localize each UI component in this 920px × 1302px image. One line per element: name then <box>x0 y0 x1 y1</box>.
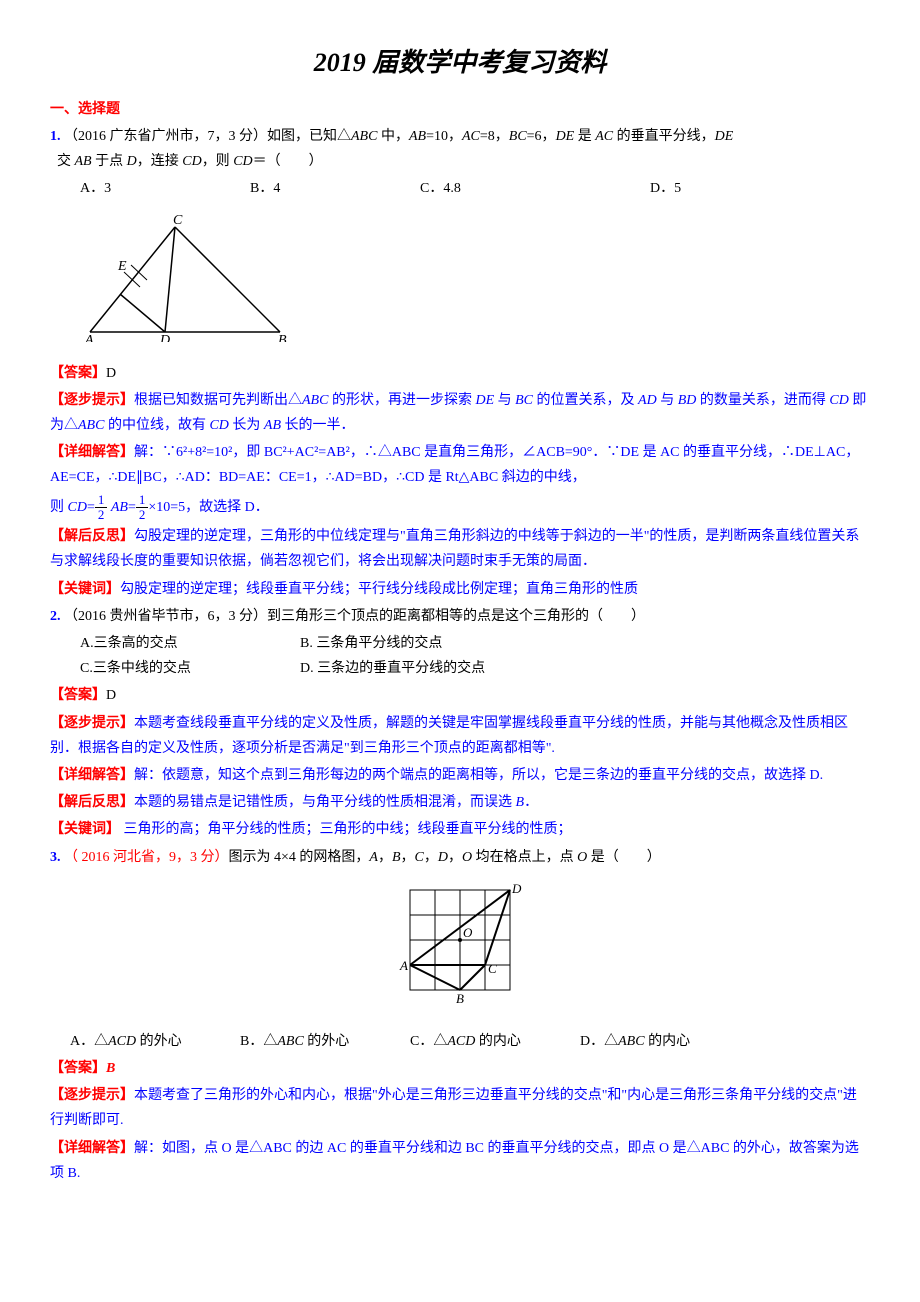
q1-number: 1. <box>50 129 61 144</box>
q2-option-d: D. 三条边的垂直平分线的交点 <box>300 656 485 681</box>
q1-answer: 【答案】D <box>50 361 870 386</box>
q2-option-c: C.三条中线的交点 <box>80 656 300 681</box>
q2-detail: 【详细解答】解：依题意，知这个点到三角形每边的两个端点的距离相等，所以，它是三条… <box>50 763 870 788</box>
svg-text:D: D <box>159 333 170 342</box>
svg-text:C: C <box>488 961 497 976</box>
q3-answer: 【答案】B <box>50 1056 870 1081</box>
q1-options: A．3 B．4 C．4.8 D．5 <box>80 176 870 201</box>
q3-option-c: C．△ACD 的内心 <box>410 1029 580 1054</box>
q2-option-a: A.三条高的交点 <box>80 631 300 656</box>
document-title: 2019 届数学中考复习资料 <box>50 40 870 87</box>
q3-option-b: B．△ABC 的外心 <box>240 1029 410 1054</box>
q2-option-b: B. 三条角平分线的交点 <box>300 631 442 656</box>
q2-stem: 2. （2016 贵州省毕节市，6，3 分）到三角形三个顶点的距离都相等的点是这… <box>50 604 870 629</box>
q2-answer: 【答案】D <box>50 683 870 708</box>
q3-option-d: D．△ABC 的内心 <box>580 1029 690 1054</box>
svg-text:O: O <box>463 925 473 940</box>
svg-text:A: A <box>399 958 408 973</box>
q1-detail: 【详细解答】解：∵6²+8²=10²，即 BC²+AC²=AB²，∴△ABC 是… <box>50 440 870 490</box>
q3-option-a: A．△ACD 的外心 <box>70 1029 240 1054</box>
svg-text:E: E <box>117 259 127 274</box>
q2-options-row2: C.三条中线的交点 D. 三条边的垂直平分线的交点 <box>80 656 870 681</box>
q1-option-c: C．4.8 <box>420 176 560 201</box>
svg-text:C: C <box>173 213 183 228</box>
q1-reflect: 【解后反思】勾股定理的逆定理，三角形的中位线定理与"直角三角形斜边的中线等于斜边… <box>50 524 870 574</box>
q3-figure: A B C D O <box>50 880 870 1019</box>
q3-detail: 【详细解答】解：如图，点 O 是△ABC 的边 AC 的垂直平分线和边 BC 的… <box>50 1136 870 1186</box>
q2-reflect: 【解后反思】本题的易错点是记错性质，与角平分线的性质相混淆，而误选 B． <box>50 790 870 815</box>
svg-text:A: A <box>84 333 94 342</box>
q1-detail-line2: 则 CD=12 AB=12×10=5，故选择 D． <box>50 493 870 523</box>
q2-keywords: 【关键词】 三角形的高；角平分线的性质；三角形的中线；线段垂直平分线的性质； <box>50 817 870 842</box>
q3-number: 3. <box>50 850 61 865</box>
q2-number: 2. <box>50 609 61 624</box>
svg-text:B: B <box>456 991 464 1006</box>
q1-option-d: D．5 <box>650 176 790 201</box>
svg-text:D: D <box>511 881 522 896</box>
q1-option-b: B．4 <box>250 176 390 201</box>
q1-option-a: A．3 <box>80 176 220 201</box>
q1-keywords: 【关键词】勾股定理的逆定理；线段垂直平分线；平行线分线段成比例定理；直角三角形的… <box>50 577 870 602</box>
section-header: 一、选择题 <box>50 102 120 117</box>
q1-hint: 【逐步提示】根据已知数据可先判断出△ABC 的形状，再进一步探索 DE 与 BC… <box>50 388 870 438</box>
svg-text:B: B <box>278 333 287 342</box>
q3-options: A．△ACD 的外心 B．△ABC 的外心 C．△ACD 的内心 D．△ABC … <box>70 1029 870 1054</box>
q1-stem: 1. （2016 广东省广州市，7，3 分）如图，已知△ABC 中，AB=10，… <box>50 124 870 174</box>
q3-stem: 3. （ 2016 河北省，9，3 分）图示为 4×4 的网格图，A，B，C，D… <box>50 845 870 870</box>
q2-hint: 【逐步提示】本题考查线段垂直平分线的定义及性质，解题的关键是牢固掌握线段垂直平分… <box>50 711 870 761</box>
q2-options-row1: A.三条高的交点 B. 三条角平分线的交点 <box>80 631 870 656</box>
q3-hint: 【逐步提示】本题考查了三角形的外心和内心，根据"外心是三角形三边垂直平分线的交点… <box>50 1083 870 1133</box>
q1-figure: C E A D B <box>80 212 870 351</box>
